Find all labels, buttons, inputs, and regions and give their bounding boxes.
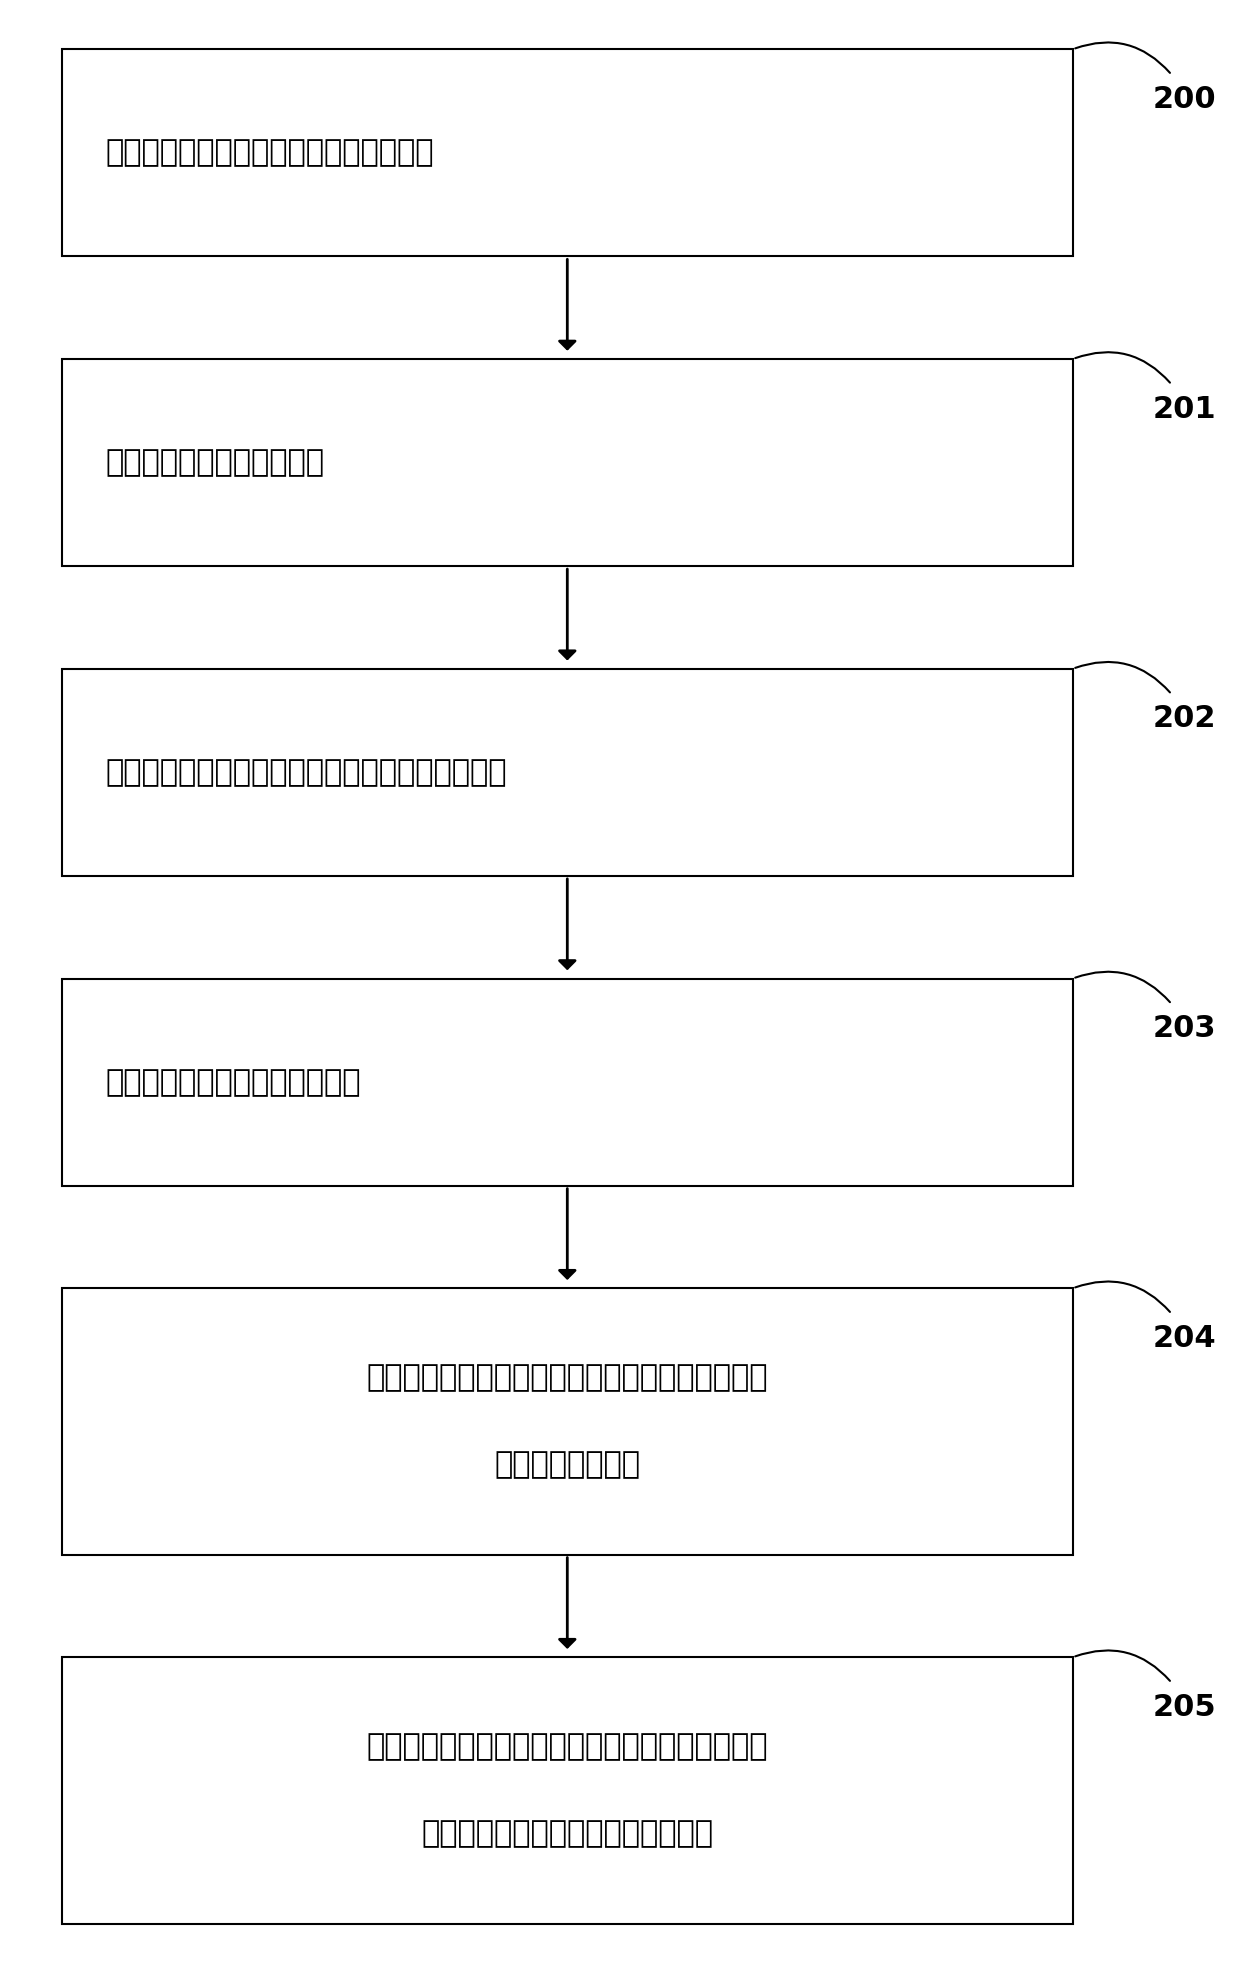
Bar — [62, 359, 1073, 566]
Bar — [62, 1657, 1073, 1924]
Bar — [62, 1288, 1073, 1555]
Text: 药液的第二流量值: 药液的第二流量值 — [495, 1450, 640, 1480]
Text: 202: 202 — [1152, 704, 1216, 734]
Text: 实时获取第一药液的第一流量值: 实时获取第一药液的第一流量值 — [105, 1067, 361, 1097]
Text: 204: 204 — [1152, 1324, 1216, 1353]
Text: 205: 205 — [1152, 1693, 1216, 1722]
Text: 在注入第一药液的同时，将第二药液注入第一容器: 在注入第一药液的同时，将第二药液注入第一容器 — [105, 758, 507, 787]
Text: 控制第二药液的流量维持在一设定经验值: 控制第二药液的流量维持在一设定经验值 — [105, 138, 434, 168]
Text: 根据第一流量值和预设的药液比例值计算获得第二: 根据第一流量值和预设的药液比例值计算获得第二 — [367, 1363, 768, 1393]
Text: 200: 200 — [1152, 85, 1216, 114]
Text: 根据第二流量值，将第二药液的流量维持在以第二: 根据第二流量值，将第二药液的流量维持在以第二 — [367, 1732, 768, 1762]
Text: 201: 201 — [1152, 395, 1216, 424]
Bar — [62, 979, 1073, 1186]
Text: 将第一药液注入到第一容器: 将第一药液注入到第一容器 — [105, 448, 325, 477]
Bar — [62, 49, 1073, 256]
Bar — [62, 669, 1073, 876]
Text: 流量值为中心的第一预设数值范围内: 流量值为中心的第一预设数值范围内 — [422, 1819, 713, 1849]
Text: 203: 203 — [1152, 1014, 1216, 1044]
